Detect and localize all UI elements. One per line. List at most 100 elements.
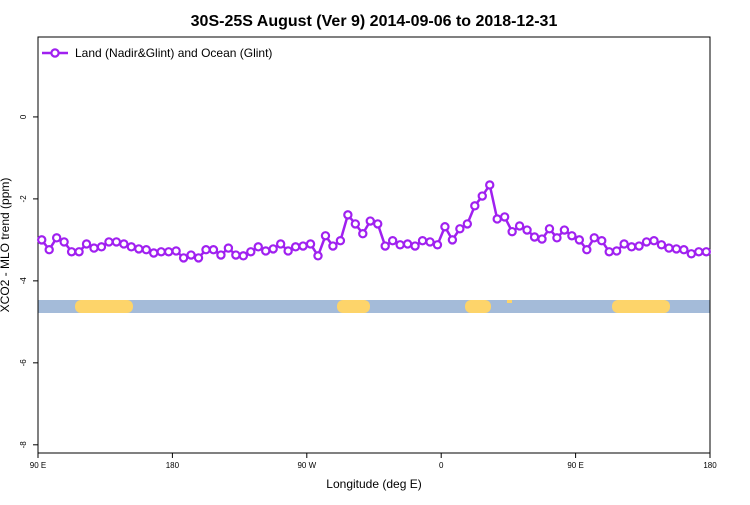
y-tick-label: -8 <box>19 441 28 449</box>
data-point <box>559 225 570 235</box>
data-point <box>641 237 652 247</box>
data-point <box>186 250 196 260</box>
data-point <box>111 237 122 247</box>
data-point <box>552 233 562 243</box>
data-point <box>477 191 487 201</box>
x-tick-label: 0 <box>439 461 444 470</box>
data-point <box>701 247 711 257</box>
data-point <box>499 212 510 222</box>
data-point <box>694 247 704 257</box>
x-tick-label: 180 <box>703 461 717 470</box>
data-point <box>119 239 129 249</box>
data-point <box>410 241 420 251</box>
surface-band <box>38 300 710 313</box>
data-point <box>462 219 473 229</box>
data-point <box>223 243 234 253</box>
chart-title: 30S-25S August (Ver 9) 2014-09-06 to 201… <box>191 13 558 30</box>
data-point <box>529 232 540 242</box>
data-point <box>656 240 667 250</box>
land-band <box>465 300 491 313</box>
data-point <box>328 241 338 251</box>
data-point <box>679 245 689 255</box>
data-point <box>37 235 47 245</box>
data-point <box>343 210 353 220</box>
y-tick-label: -4 <box>19 277 28 285</box>
legend-label: Land (Nadir&Glint) and Ocean (Glint) <box>75 46 272 60</box>
data-point <box>589 233 599 243</box>
data-point <box>380 241 390 251</box>
data-point <box>275 239 286 249</box>
data-point <box>81 239 92 249</box>
data-point <box>373 219 383 229</box>
data-point <box>253 242 263 252</box>
data-point <box>402 239 413 249</box>
data-point <box>432 240 443 250</box>
data-point <box>597 235 607 246</box>
data-point <box>268 244 278 254</box>
data-point <box>261 246 271 256</box>
data-point <box>96 242 107 252</box>
data-point <box>66 247 77 257</box>
data-point <box>417 235 428 246</box>
y-tick-label: -2 <box>19 195 28 203</box>
data-point <box>44 245 54 255</box>
data-point <box>350 219 361 229</box>
land-band <box>507 300 512 303</box>
data-point <box>126 242 137 252</box>
x-tick-label: 90 E <box>30 461 46 470</box>
x-axis-label: Longitude (deg E) <box>326 477 421 491</box>
data-point <box>664 243 674 253</box>
legend-marker <box>50 48 60 58</box>
data-point <box>492 214 502 224</box>
data-point <box>387 235 398 246</box>
ocean-band <box>38 300 710 313</box>
data-point <box>544 224 555 234</box>
data-point <box>582 245 592 255</box>
data-point <box>425 237 435 247</box>
data-point <box>567 231 577 241</box>
data-point <box>320 231 331 241</box>
data-point <box>335 235 346 246</box>
y-axis-label: XCO2 - MLO trend (ppm) <box>0 178 12 313</box>
x-tick-label: 180 <box>166 461 180 470</box>
data-point <box>178 253 189 263</box>
data-point <box>611 246 622 256</box>
data-point <box>163 247 174 257</box>
data-point <box>149 248 159 258</box>
data-point <box>626 242 637 252</box>
data-point <box>193 253 204 263</box>
data-point <box>440 222 450 232</box>
data-point <box>89 243 99 253</box>
data-point <box>507 226 517 237</box>
data-point <box>634 241 644 251</box>
data-point <box>231 250 241 260</box>
data-point <box>305 239 316 249</box>
data-point <box>649 235 659 246</box>
data-point <box>619 239 629 249</box>
plot-frame <box>37 36 711 454</box>
data-point <box>283 246 293 256</box>
data-point <box>574 235 585 245</box>
x-tick-label: 90 W <box>297 461 316 470</box>
data-point <box>671 244 682 254</box>
x-tick-label: 90 E <box>567 461 583 470</box>
y-tick-label: 0 <box>19 114 28 119</box>
data-point <box>171 246 181 256</box>
data-point <box>74 247 84 257</box>
data-point <box>156 247 166 257</box>
data-point <box>395 240 405 250</box>
data-point <box>238 251 249 261</box>
data-point <box>298 241 308 251</box>
data-point <box>358 229 368 239</box>
data-point <box>365 216 375 226</box>
data-point <box>59 237 69 247</box>
data-point <box>470 201 480 211</box>
land-band <box>612 300 670 313</box>
data-point <box>208 245 219 255</box>
data-point <box>216 250 226 260</box>
data-point <box>201 245 211 255</box>
data-point <box>313 251 323 261</box>
data-point <box>290 242 301 252</box>
data-point <box>604 247 614 257</box>
